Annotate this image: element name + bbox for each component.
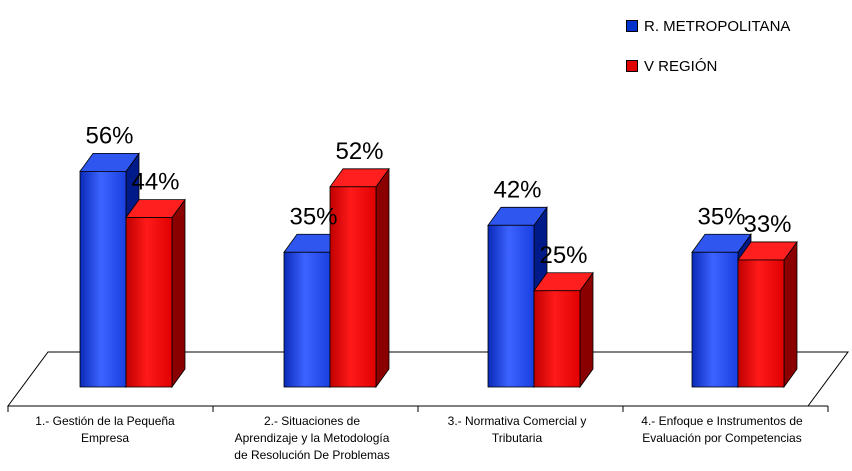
bar-front — [79, 170, 127, 388]
category-label-line: 4.- Enfoque e Instrumentos de — [641, 414, 803, 428]
category-label-line: Tributaria — [491, 431, 543, 445]
category-label-line: de Resolución De Problemas — [234, 448, 390, 462]
data-label: 42% — [493, 176, 541, 203]
category-ticks — [7, 406, 829, 412]
bar-side — [579, 271, 594, 389]
bar-front — [691, 251, 739, 388]
category-label-line: 1.- Gestión de la Pequeña — [35, 414, 175, 428]
data-label: 52% — [335, 138, 383, 165]
legend-item-series-2: V REGIÓN — [626, 56, 790, 76]
data-label: 44% — [131, 169, 179, 196]
data-label: 25% — [539, 242, 587, 269]
bar-v-region-1 — [125, 198, 186, 389]
legend-item-series-1: R. METROPOLITANA — [626, 16, 790, 36]
category-label-3: 3.- Normativa Comercial y Tributaria — [417, 413, 617, 447]
bar-side — [783, 240, 798, 389]
bar-front — [533, 290, 581, 388]
data-label: 56% — [85, 122, 133, 149]
bar-front — [125, 217, 173, 388]
legend-swatch-blue — [626, 20, 638, 32]
bar-front — [487, 224, 535, 388]
category-label-line: Aprendizaje y la Metodología — [234, 431, 390, 445]
data-label: 33% — [743, 211, 791, 238]
bar-side — [171, 198, 186, 389]
bar-front — [737, 259, 785, 388]
category-label-2: 2.- Situaciones de Aprendizaje y la Meto… — [212, 413, 412, 464]
data-label: 35% — [697, 203, 745, 230]
bar-v-region-4 — [737, 240, 798, 389]
bar-side — [375, 167, 390, 389]
category-label-line: 2.- Situaciones de — [263, 414, 361, 428]
category-label-1: 1.- Gestión de la Pequeña Empresa — [5, 413, 205, 447]
bar-front — [283, 251, 331, 388]
category-label-line: 3.- Normativa Comercial y — [447, 414, 587, 428]
category-label-line: Empresa — [80, 431, 130, 445]
bar-v-region-3 — [533, 271, 594, 389]
bars-group — [79, 152, 798, 389]
category-label-4: 4.- Enfoque e Instrumentos de Evaluación… — [622, 413, 822, 447]
legend-label: R. METROPOLITANA — [644, 17, 791, 35]
legend-label: V REGIÓN — [644, 57, 718, 75]
legend: R. METROPOLITANA V REGIÓN — [626, 16, 790, 96]
category-label-line: Evaluación por Competencias — [642, 431, 802, 445]
data-label: 35% — [289, 203, 337, 230]
bar-front — [329, 186, 377, 388]
bar-v-region-2 — [329, 167, 390, 389]
data-labels-group: 56%44%35%52%42%25%35%33% — [85, 122, 791, 268]
legend-swatch-red — [626, 60, 638, 72]
